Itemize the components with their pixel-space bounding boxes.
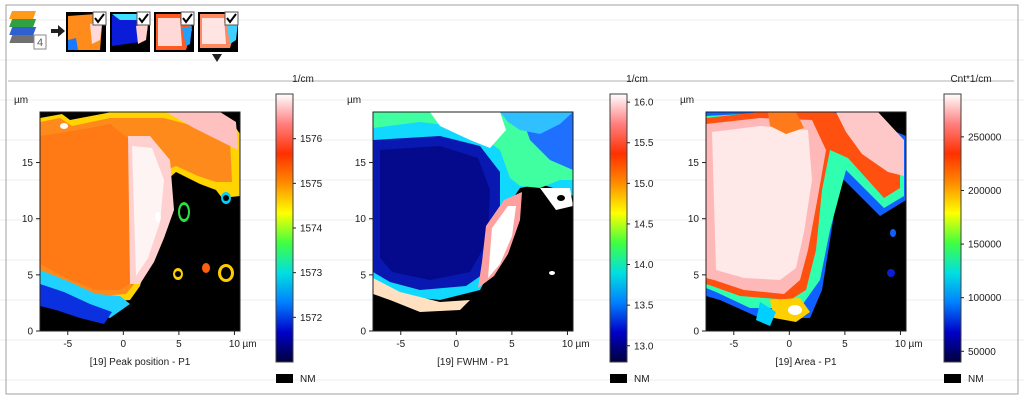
- thumbnail-fwhm-icon[interactable]: [110, 11, 151, 52]
- colorbar-tick-label: 15.0: [634, 179, 654, 190]
- plot-frame: [705, 111, 907, 332]
- dropdown-triangle-icon[interactable]: [212, 54, 222, 62]
- y-tick-label: 0: [693, 327, 699, 338]
- y-axis-unit: µm: [14, 95, 28, 106]
- colorbar-tick-label: 1574: [300, 224, 323, 235]
- y-tick-label: 10: [22, 214, 34, 225]
- y-tick-label: 15: [355, 158, 367, 169]
- thumbnail-extra-icon[interactable]: [198, 11, 239, 52]
- x-tick-label: 0: [121, 339, 127, 350]
- colorbar-tick-label: 13.0: [634, 341, 654, 352]
- plot-frame: [39, 111, 241, 332]
- nm-label: NM: [300, 374, 316, 385]
- y-tick-label: 10: [688, 214, 700, 225]
- colorbar-tick-label: 1572: [300, 313, 323, 324]
- nm-swatch: [610, 374, 627, 383]
- x-axis-unit: µm: [242, 339, 256, 350]
- y-tick-label: 5: [360, 270, 366, 281]
- stack-badge: 4: [37, 37, 43, 49]
- colorbar-tick-label: 250000: [968, 132, 1002, 143]
- colorbar: [275, 93, 294, 363]
- colorbar-unit: 1/cm: [292, 74, 314, 85]
- colorbar-unit: 1/cm: [626, 74, 648, 85]
- y-tick-label: 5: [693, 270, 699, 281]
- chart-title: [19] Area - P1: [775, 357, 837, 368]
- panel-frame: [5, 4, 1019, 395]
- x-tick-label: -5: [63, 339, 72, 350]
- arrow-right-icon: [51, 25, 65, 37]
- colorbar: [609, 93, 628, 363]
- thumbnail-peak-position-icon[interactable]: [66, 11, 107, 52]
- colorbar: [943, 93, 962, 363]
- x-tick-label: 0: [454, 339, 460, 350]
- layer-stack-icon[interactable]: 4: [9, 11, 47, 50]
- colorbar-tick-label: 14.5: [634, 219, 654, 230]
- x-tick-label: 10: [895, 339, 907, 350]
- y-tick-label: 10: [355, 214, 367, 225]
- nm-label: NM: [968, 374, 984, 385]
- x-tick-label: -5: [396, 339, 405, 350]
- x-tick-label: 5: [509, 339, 515, 350]
- y-axis-unit: µm: [680, 95, 694, 106]
- y-tick-label: 15: [688, 158, 700, 169]
- x-tick-label: 10: [562, 339, 574, 350]
- x-tick-label: 5: [176, 339, 182, 350]
- y-tick-label: 0: [27, 327, 33, 338]
- chart-title: [19] FWHM - P1: [437, 357, 509, 368]
- colorbar-tick-label: 1573: [300, 268, 323, 279]
- colorbar-tick-label: 100000: [968, 293, 1002, 304]
- colorbar-tick-label: 14.0: [634, 260, 654, 271]
- colorbar-tick-label: 16.0: [634, 98, 654, 109]
- colorbar-tick-label: 200000: [968, 186, 1002, 197]
- y-tick-label: 0: [360, 327, 366, 338]
- colorbar-unit: Cnt*1/cm: [950, 74, 991, 85]
- colorbar-tick-label: 50000: [968, 347, 996, 358]
- heatmap-image[interactable]: [40, 112, 240, 331]
- nm-label: NM: [634, 374, 650, 385]
- x-tick-label: -5: [729, 339, 738, 350]
- x-axis-unit: µm: [908, 339, 922, 350]
- nm-swatch: [944, 374, 961, 383]
- colorbar-tick-label: 15.5: [634, 138, 654, 149]
- nm-swatch: [276, 374, 293, 383]
- plot-frame: [372, 111, 574, 332]
- y-tick-label: 15: [22, 158, 34, 169]
- y-tick-label: 5: [27, 270, 33, 281]
- heatmap-image[interactable]: [706, 112, 906, 331]
- x-tick-label: 0: [787, 339, 793, 350]
- thumbnail-area-icon[interactable]: [154, 11, 195, 52]
- colorbar-tick-label: 150000: [968, 240, 1002, 251]
- x-tick-label: 10: [229, 339, 241, 350]
- x-tick-label: 5: [842, 339, 848, 350]
- chart-title: [19] Peak position - P1: [90, 357, 191, 368]
- y-axis-unit: µm: [347, 95, 361, 106]
- colorbar-tick-label: 13.5: [634, 301, 654, 312]
- colorbar-tick-label: 1576: [300, 134, 323, 145]
- x-axis-unit: µm: [575, 339, 589, 350]
- heatmap-image[interactable]: [373, 112, 573, 331]
- colorbar-tick-label: 1575: [300, 179, 323, 190]
